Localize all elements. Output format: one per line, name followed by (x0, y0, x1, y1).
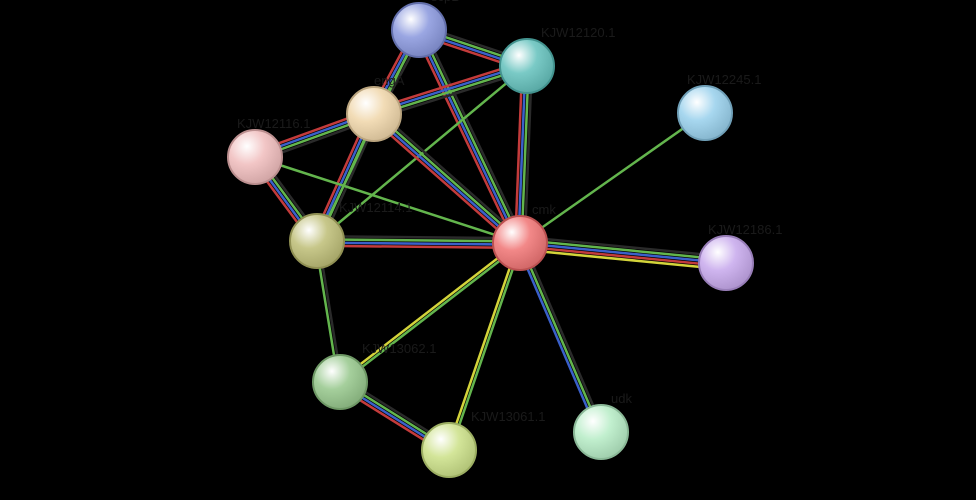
edge (317, 243, 520, 245)
edge (339, 242, 519, 381)
edge (317, 236, 520, 238)
node-KJW12186[interactable] (699, 236, 753, 290)
edge (520, 243, 601, 432)
edge (517, 244, 598, 433)
node-KJW13061[interactable] (422, 423, 476, 477)
edge (523, 242, 604, 431)
network-diagram (0, 0, 976, 500)
node-KJW13062[interactable] (313, 355, 367, 409)
node-KJW12114[interactable] (290, 214, 344, 268)
edge (317, 239, 520, 241)
edge (520, 113, 705, 243)
edge (451, 244, 522, 451)
node-engA[interactable] (347, 87, 401, 141)
node-udk[interactable] (574, 405, 628, 459)
node-KJW12245[interactable] (678, 86, 732, 140)
node-scpB[interactable] (392, 3, 446, 57)
node-cmk[interactable] (493, 216, 547, 270)
edge (317, 246, 520, 248)
edge (371, 118, 517, 247)
node-KJW12116[interactable] (228, 130, 282, 184)
node-KJW12120[interactable] (500, 39, 554, 93)
